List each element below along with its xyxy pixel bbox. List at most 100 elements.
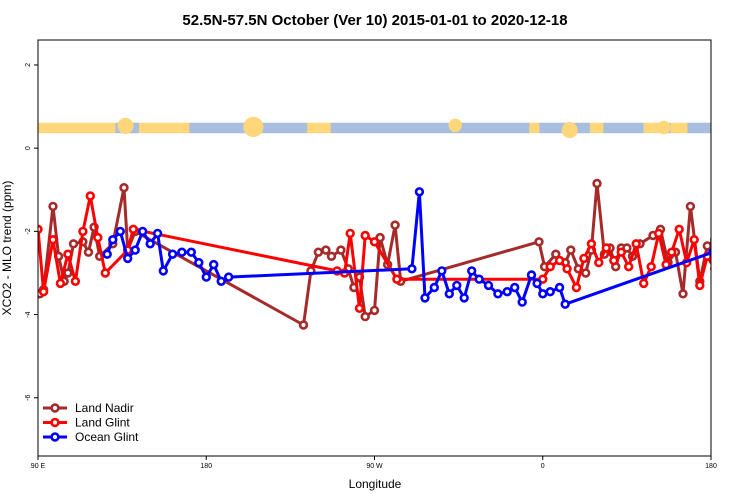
data-point (502, 287, 512, 297)
y-axis-title: XCO2 - MLO trend (ppm) (0, 181, 14, 316)
data-point (38, 224, 43, 234)
data-point (209, 259, 219, 270)
data-point (48, 235, 58, 245)
data-point (483, 280, 494, 291)
data-point (392, 274, 402, 284)
data-point (360, 230, 370, 241)
legend-label: Land Nadir (75, 401, 134, 415)
data-point (444, 289, 454, 299)
data-point (336, 245, 346, 255)
data-point (601, 243, 611, 253)
data-point (638, 278, 649, 289)
data-point (108, 235, 118, 245)
data-point (321, 245, 331, 255)
data-point (474, 274, 484, 284)
data-point (38, 287, 49, 297)
data-point (119, 183, 129, 193)
data-point (734, 251, 741, 258)
data-point (216, 276, 226, 286)
x-axis: 90 E 180 90 W 0 180 (31, 456, 717, 470)
data-point (674, 224, 684, 235)
data-point (122, 253, 133, 264)
data-point (85, 191, 96, 201)
strip-land-fragment (657, 120, 671, 135)
series-line (38, 182, 711, 327)
data-point (571, 282, 582, 293)
series-layer (38, 178, 746, 330)
data-point (695, 280, 705, 291)
data-point (739, 270, 746, 277)
data-point (616, 247, 626, 257)
data-point (452, 280, 462, 291)
strip-land-fragment (448, 118, 462, 133)
data-point (369, 305, 380, 316)
data-point (734, 230, 741, 237)
data-point (429, 282, 439, 293)
data-point (736, 255, 743, 262)
strip-land-fragment (243, 116, 264, 138)
data-point (128, 224, 139, 235)
y-tick-label: -2 (25, 228, 32, 234)
data-point (93, 232, 103, 243)
data-point (78, 226, 88, 237)
data-point (354, 303, 365, 313)
data-point (609, 255, 619, 266)
series-line (105, 190, 711, 306)
data-point (545, 287, 555, 297)
series-ocean-glint (102, 187, 743, 309)
data-point (702, 241, 711, 251)
data-point (459, 293, 469, 303)
legend-item: Land Glint (43, 416, 130, 430)
data-point (623, 262, 634, 272)
data-point (414, 187, 425, 197)
data-point (532, 278, 542, 289)
legend-label: Land Glint (75, 416, 130, 430)
data-point (55, 278, 66, 289)
data-point (653, 228, 664, 239)
data-point (83, 247, 94, 257)
data-point (313, 247, 324, 257)
series-land-glint (38, 191, 746, 313)
data-point (100, 268, 111, 278)
data-point (63, 249, 73, 259)
x-tick-label: 180 (200, 463, 212, 470)
data-point (158, 266, 169, 276)
data-point (710, 265, 711, 272)
data-point (538, 289, 548, 299)
series-land-nadir (38, 178, 741, 330)
data-point (420, 293, 430, 303)
data-point (437, 266, 447, 276)
land-ocean-strip (38, 116, 711, 139)
y-tick-label: -6 (25, 395, 32, 401)
data-point (646, 262, 656, 272)
data-point (554, 255, 565, 266)
data-point (326, 251, 337, 261)
strip-ocean-segment (687, 122, 711, 134)
data-point (534, 237, 544, 247)
data-point (726, 222, 733, 229)
strip-land-fragment (561, 121, 578, 139)
data-point (586, 239, 597, 249)
data-point (551, 249, 561, 259)
x-tick-label: 180 (705, 463, 717, 470)
data-point (186, 247, 197, 257)
data-point (130, 245, 140, 255)
strip-land-fragment (117, 117, 134, 134)
data-point (493, 289, 503, 299)
data-point (562, 264, 572, 274)
data-point (145, 239, 155, 249)
data-point (152, 228, 163, 239)
data-point (719, 247, 726, 254)
data-point (631, 239, 641, 249)
data-point (526, 270, 537, 280)
data-point (510, 282, 520, 293)
data-point (592, 178, 602, 189)
data-point (369, 237, 380, 247)
legend-item: Ocean Glint (43, 430, 139, 444)
data-point (538, 274, 548, 284)
data-point (579, 253, 589, 264)
data-point (115, 226, 126, 237)
y-tick-label: -4 (25, 311, 32, 317)
data-point (177, 247, 187, 257)
